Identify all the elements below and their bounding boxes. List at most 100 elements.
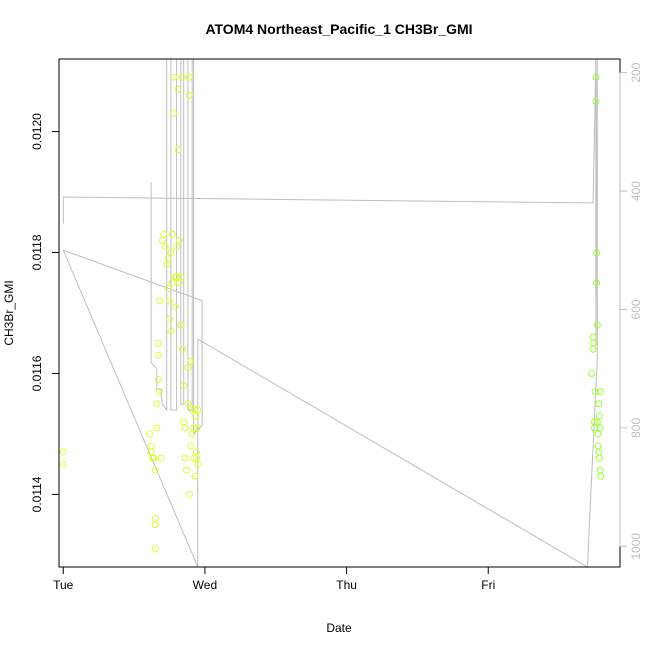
data-point	[181, 454, 189, 462]
data-point	[158, 236, 166, 244]
data-point	[596, 466, 604, 474]
data-point	[147, 442, 155, 450]
profile-line-path	[62, 58, 598, 568]
data-point	[190, 424, 198, 432]
y2-tick-label: 1000	[629, 533, 643, 560]
data-point	[170, 73, 178, 81]
y-tick-label: 0.0116	[30, 355, 44, 391]
data-point	[597, 472, 605, 480]
data-point	[164, 255, 172, 263]
data-point	[154, 376, 162, 384]
data-point	[184, 363, 192, 371]
x-tick-label: Thu	[336, 578, 357, 592]
data-point	[594, 430, 602, 438]
data-point	[593, 249, 601, 257]
data-point	[591, 388, 599, 396]
y-tick-label: 0.0114	[30, 476, 44, 512]
vertical-profile-line	[62, 58, 598, 568]
data-point	[178, 345, 186, 353]
data-point	[592, 97, 600, 105]
data-point	[151, 515, 159, 523]
plot-frame	[58, 58, 621, 568]
data-point	[593, 418, 601, 426]
data-point	[595, 454, 603, 462]
data-point	[593, 279, 601, 287]
data-point	[157, 454, 165, 462]
data-point	[595, 400, 603, 408]
data-point	[168, 279, 176, 287]
data-point	[193, 424, 201, 432]
data-point	[184, 400, 192, 408]
data-point	[178, 73, 186, 81]
data-point	[596, 388, 604, 396]
data-point	[156, 388, 164, 396]
data-point	[185, 73, 193, 81]
data-point	[171, 303, 179, 311]
data-point	[185, 91, 193, 99]
y2-tick-label: 400	[629, 181, 643, 201]
data-point	[175, 279, 183, 287]
data-point	[596, 424, 604, 432]
data-point	[187, 442, 195, 450]
data-point	[160, 230, 168, 238]
data-point	[187, 357, 195, 365]
y2-tick-label: 200	[629, 62, 643, 82]
data-point	[192, 412, 200, 420]
data-point	[164, 285, 172, 293]
x-tick-label: Fri	[481, 578, 495, 592]
data-point	[180, 382, 188, 390]
data-point	[151, 466, 159, 474]
data-point	[167, 249, 175, 257]
data-point	[588, 369, 596, 377]
data-point	[59, 460, 67, 468]
data-point	[150, 454, 158, 462]
data-point	[595, 448, 603, 456]
data-point	[154, 339, 162, 347]
data-point	[161, 242, 169, 250]
data-point	[151, 521, 159, 529]
data-point	[59, 448, 67, 456]
data-point	[589, 333, 597, 341]
data-point	[166, 297, 173, 305]
data-point	[175, 236, 183, 244]
data-point	[146, 430, 154, 438]
data-point	[174, 146, 182, 154]
axes: Tue Wed Thu Fri 0.0114 0.0116 0.0118 0.0120 200 4…	[30, 62, 643, 592]
data-point	[595, 412, 603, 420]
x-tick-label: Tue	[53, 578, 74, 592]
data-point	[168, 230, 176, 238]
data-point	[174, 85, 182, 93]
data-point	[153, 424, 161, 432]
data-point	[594, 442, 602, 450]
data-point	[151, 545, 159, 553]
data-point	[592, 73, 600, 81]
data-point	[167, 327, 175, 335]
data-point	[180, 418, 188, 426]
data-point	[156, 297, 164, 305]
data-point	[177, 321, 185, 329]
x-tick-label: Wed	[193, 578, 217, 592]
data-point	[194, 406, 202, 414]
data-point	[181, 424, 189, 432]
data-point	[593, 321, 601, 329]
y-tick-label: 0.0120	[30, 113, 44, 150]
data-point	[170, 109, 178, 117]
data-point	[589, 345, 597, 353]
y-tick-label: 0.0118	[30, 234, 44, 270]
data-point	[191, 472, 199, 480]
data-point	[185, 490, 193, 498]
y2-tick-label: 600	[629, 299, 643, 319]
data-point	[153, 400, 161, 408]
data-point	[173, 242, 181, 250]
data-point	[192, 448, 200, 456]
y-axis-label: CH3Br_GMI	[2, 280, 16, 345]
data-point	[154, 351, 162, 359]
data-point	[194, 460, 202, 468]
data-point	[590, 339, 598, 347]
data-point	[183, 466, 190, 474]
y2-tick-label: 800	[629, 418, 643, 438]
data-point	[173, 273, 181, 281]
data-point	[188, 430, 196, 438]
chart-title: ATOM4 Northeast_Pacific_1 CH3Br_GMI	[205, 21, 472, 37]
